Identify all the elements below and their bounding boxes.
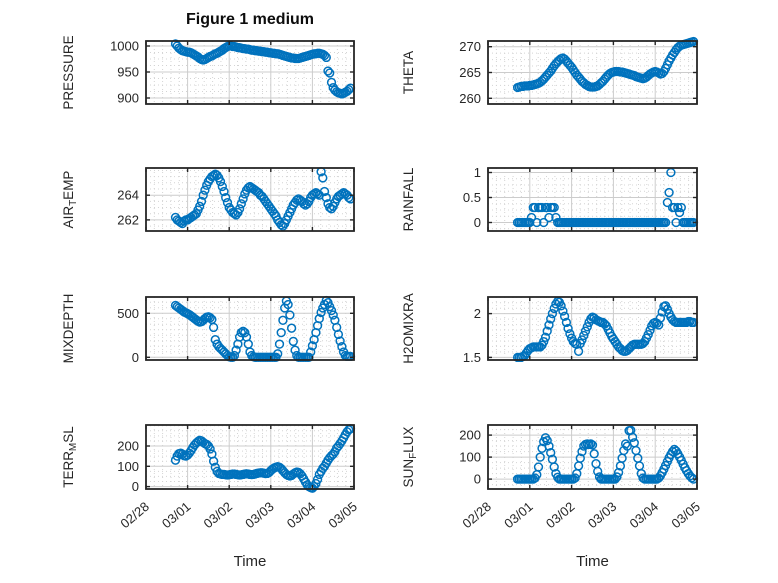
series-markers — [170, 424, 356, 493]
x-tick-label: 03/04 — [284, 499, 319, 531]
y-axis-label: H2OMIXRA — [401, 293, 416, 364]
axis-ticks — [487, 297, 698, 360]
subplot-pressure: 900 950 1000 PRESSURE — [61, 35, 356, 110]
axis-ticks — [145, 425, 355, 489]
x-tick-label: 03/02 — [543, 499, 578, 531]
y-tick-label: 0 — [474, 472, 481, 487]
y-tick-label: 100 — [459, 450, 481, 465]
figure-title: Figure 1 medium — [185, 11, 315, 28]
y-axis-label: SUNFLUX — [401, 427, 419, 488]
y-tick-label: 0 — [132, 479, 139, 494]
series-markers — [170, 167, 356, 231]
axes-box — [145, 424, 355, 490]
x-tick-label: 03/04 — [627, 499, 662, 531]
y-axis-label: THETA — [401, 51, 416, 94]
subplot-rainfall: 0 0.5 1 RAINFALL — [401, 165, 699, 232]
y-axis-label: PRESSURE — [61, 35, 76, 109]
axis-ticks — [487, 168, 698, 231]
y-tick-label: 100 — [117, 459, 139, 474]
y-tick-label: 264 — [117, 188, 139, 203]
axes-box — [145, 167, 355, 232]
axis-ticks — [145, 297, 355, 360]
series-markers — [170, 39, 356, 99]
series-markers — [512, 36, 699, 93]
y-tick-label: 200 — [117, 439, 139, 454]
axis-ticks — [487, 425, 698, 489]
y-tick-label: 0 — [132, 350, 139, 365]
subplot-air-temp: 262 264 AIRTEMP — [61, 167, 356, 232]
x-tick-label: 03/05 — [325, 499, 360, 531]
axes-box — [145, 296, 355, 361]
y-axis-label: MIXDEPTH — [61, 294, 76, 364]
axes-box — [487, 296, 698, 361]
y-tick-label: 500 — [117, 306, 139, 321]
x-tick-label: 03/02 — [201, 499, 236, 531]
y-tick-label: 1000 — [110, 39, 139, 54]
x-tick-label: 03/05 — [668, 499, 703, 531]
x-tick-label: 03/01 — [501, 499, 536, 531]
x-axis-label-right: Time — [576, 553, 609, 570]
y-tick-label: 265 — [459, 65, 481, 80]
y-tick-label: 1 — [474, 165, 481, 180]
series-markers — [512, 425, 699, 484]
x-tick-label: 03/01 — [159, 499, 194, 531]
subplot-h2omixra: 1.5 2 H2OMIXRA — [401, 293, 699, 365]
y-axis-label: RAINFALL — [401, 167, 416, 231]
y-tick-label: 1.5 — [463, 350, 481, 365]
y-axis-label: AIRTEMP — [61, 171, 79, 229]
subplot-mixdepth: 0 500 MIXDEPTH — [61, 294, 356, 365]
x-tick-label: 03/03 — [585, 499, 620, 531]
y-tick-label: 950 — [117, 65, 139, 80]
y-tick-label: 260 — [459, 91, 481, 106]
x-tick-label: 02/28 — [117, 499, 152, 531]
y-tick-label: 262 — [117, 212, 139, 227]
series-markers — [512, 296, 699, 363]
y-tick-label: 900 — [117, 91, 139, 106]
y-tick-label: 270 — [459, 39, 481, 54]
y-tick-label: 0 — [474, 215, 481, 230]
axis-ticks — [145, 41, 355, 104]
subplot-theta: 260 265 270 THETA — [401, 36, 699, 106]
y-tick-label: 0.5 — [463, 190, 481, 205]
subplot-terr-msl: 0 100 200 TERRMSL 02/28 03/01 03/02 03/03 03/04 0… — [61, 424, 360, 531]
y-axis-label: TERRMSL — [61, 426, 79, 488]
subplot-sun-flux: 0 100 200 SUNFLUX 02/28 03/01 03/02 03/03 03/04 0… — [401, 424, 703, 531]
x-tick-label: 03/03 — [242, 499, 277, 531]
x-axis-label-left: Time — [233, 553, 267, 570]
axis-ticks — [487, 41, 698, 104]
y-tick-label: 2 — [474, 306, 481, 321]
x-tick-label: 02/28 — [459, 499, 494, 531]
axis-ticks — [145, 168, 355, 231]
y-tick-label: 200 — [459, 428, 481, 443]
axes-box — [487, 167, 698, 232]
